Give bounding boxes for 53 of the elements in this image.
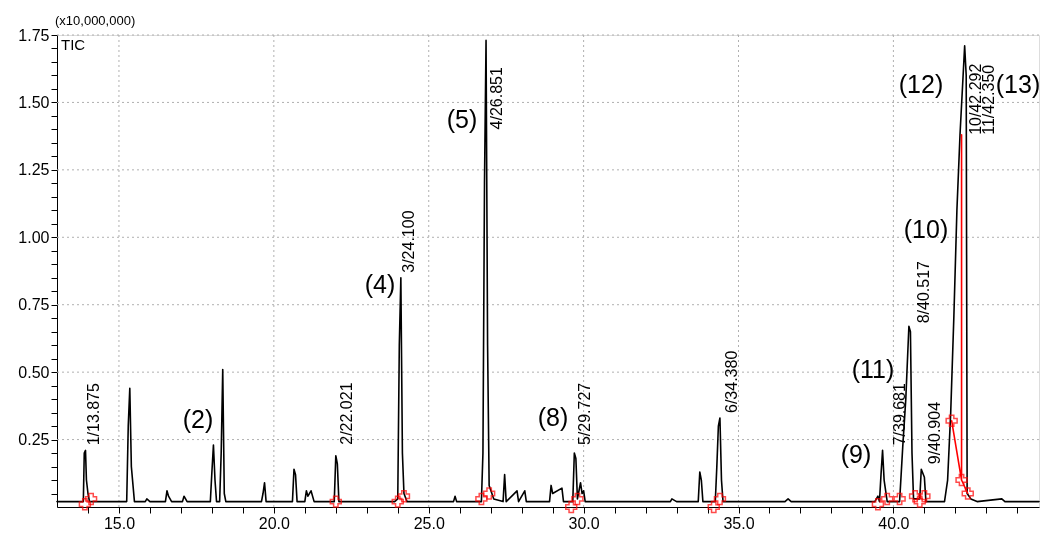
annotation: (10) bbox=[903, 215, 949, 243]
y-tick-label: 1.75 bbox=[18, 26, 50, 44]
annotation: 2/22.021 bbox=[337, 382, 355, 445]
annotation: (5) bbox=[446, 105, 478, 133]
annotation: (8) bbox=[537, 403, 569, 431]
point bbox=[571, 492, 584, 506]
point bbox=[880, 492, 894, 506]
x-tick-label: 25.0 bbox=[413, 514, 445, 532]
annotation: (13) bbox=[995, 70, 1041, 98]
y-tick-label: 0.50 bbox=[18, 363, 50, 381]
x-tick-label: 20.0 bbox=[258, 514, 291, 532]
point bbox=[871, 498, 885, 511]
point bbox=[482, 487, 496, 500]
annotation: 4/26.851 bbox=[488, 67, 506, 130]
annotation: 8/40.517 bbox=[914, 260, 932, 324]
annotation: (2) bbox=[182, 405, 214, 433]
point bbox=[893, 492, 906, 506]
annotation: TIC bbox=[61, 36, 86, 53]
point bbox=[945, 414, 958, 427]
point bbox=[961, 487, 974, 500]
annotation: 1/13.875 bbox=[85, 382, 103, 446]
annotation: 5/29.727 bbox=[576, 382, 594, 446]
annotation: 7/39.681 bbox=[890, 382, 908, 446]
y-tick-label: 1.00 bbox=[18, 228, 50, 246]
y-tick-label: 1.25 bbox=[18, 161, 50, 179]
point bbox=[913, 495, 926, 508]
point bbox=[955, 473, 968, 487]
point bbox=[391, 495, 404, 508]
x-tick-label: 40.0 bbox=[878, 514, 910, 532]
point bbox=[707, 500, 720, 514]
point bbox=[84, 492, 98, 506]
point bbox=[329, 495, 343, 508]
point bbox=[78, 498, 92, 511]
point bbox=[908, 489, 922, 503]
point bbox=[565, 500, 578, 514]
annotation: (12) bbox=[898, 70, 944, 98]
annotation: 3/24.100 bbox=[399, 210, 417, 273]
y-tick-label: 1.50 bbox=[18, 93, 50, 111]
annotation: (9) bbox=[840, 440, 872, 468]
point bbox=[713, 492, 727, 506]
annotation: 9/40.904 bbox=[926, 401, 944, 465]
annotation: 6/34.380 bbox=[722, 350, 740, 413]
point bbox=[918, 489, 931, 503]
x-tick-label: 15.0 bbox=[103, 514, 136, 532]
y-tick-label: 0.75 bbox=[18, 296, 50, 314]
y-tick-label: 0.25 bbox=[18, 431, 50, 449]
annotation: (4) bbox=[364, 270, 396, 298]
text: (x10,000,000) bbox=[55, 13, 136, 28]
x-tick-label: 35.0 bbox=[723, 514, 755, 532]
annotation: (11) bbox=[851, 355, 895, 383]
x-tick-label: 30.0 bbox=[568, 514, 600, 532]
point bbox=[397, 489, 411, 503]
point bbox=[475, 492, 488, 506]
